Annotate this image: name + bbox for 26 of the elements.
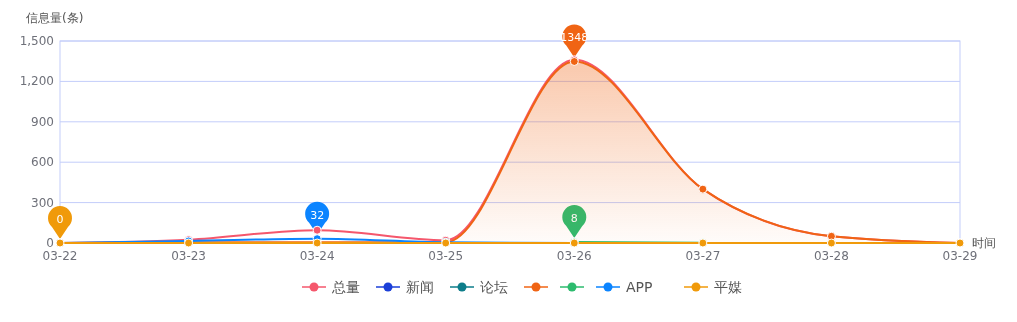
annotation: 0 xyxy=(56,213,64,226)
point xyxy=(826,238,836,248)
legend-label: 论坛 xyxy=(480,279,508,295)
legend-label: 总量 xyxy=(331,279,360,295)
x-tick-label: 03-27 xyxy=(685,249,721,263)
y-tick-label: 0 xyxy=(46,236,54,250)
legend-label: 新闻 xyxy=(406,279,434,295)
y-tick-label: 1,500 xyxy=(19,34,54,48)
x-tick-label: 03-29 xyxy=(942,249,978,263)
legend-label: APP xyxy=(626,279,653,295)
point xyxy=(312,225,322,235)
y-tick-label: 1,200 xyxy=(19,74,54,89)
y-tick-label: 900 xyxy=(31,114,54,129)
legend-label: 平媒 xyxy=(714,279,742,295)
y-tick-label: 600 xyxy=(31,155,54,170)
y-axis-title: 信息量(条) xyxy=(26,11,84,25)
x-tick-label: 03-22 xyxy=(42,249,78,263)
x-tick-label: 03-26 xyxy=(556,249,592,263)
annotation: 8 xyxy=(570,211,578,225)
x-tick-label: 03-24 xyxy=(299,249,335,263)
annotation: 32 xyxy=(310,208,325,222)
x-tick-label: 03-25 xyxy=(428,249,464,263)
y-tick-label: 300 xyxy=(31,195,54,210)
x-tick-label: 03-28 xyxy=(813,249,849,263)
x-axis-title: 时间 xyxy=(972,236,996,250)
x-tick-label: 03-23 xyxy=(171,249,207,263)
